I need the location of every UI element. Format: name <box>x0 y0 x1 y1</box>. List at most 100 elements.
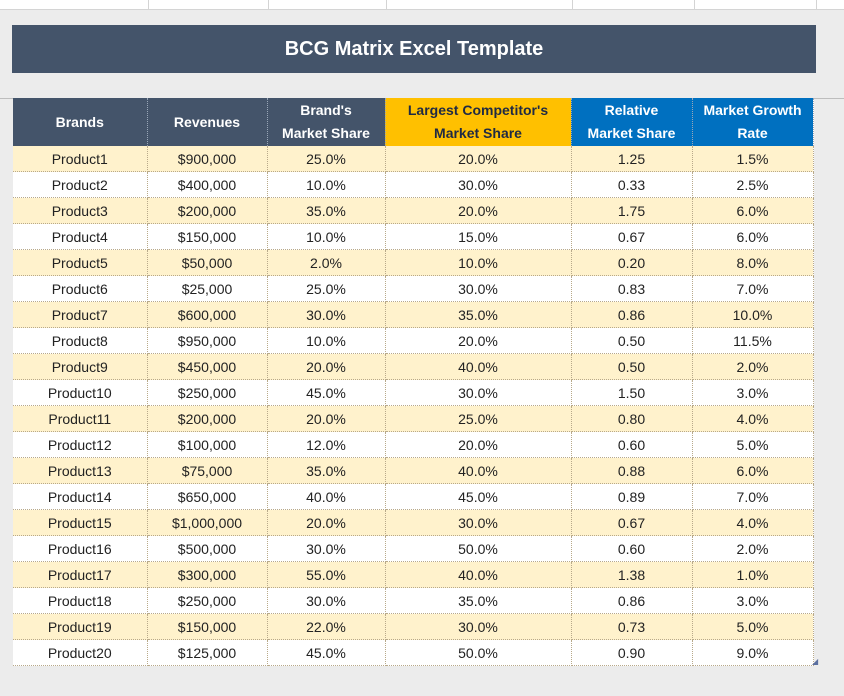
cell-revenue[interactable]: $650,000 <box>147 483 268 510</box>
cell-brand[interactable]: Product15 <box>13 509 148 536</box>
cell-revenue[interactable]: $100,000 <box>147 431 268 458</box>
cell-share[interactable]: 40.0% <box>267 483 386 510</box>
cell-relative[interactable]: 0.20 <box>571 249 693 276</box>
cell-growth[interactable]: 7.0% <box>692 275 814 302</box>
cell-share[interactable]: 25.0% <box>267 275 386 302</box>
cell-relative[interactable]: 0.86 <box>571 587 693 614</box>
cell-brand[interactable]: Product13 <box>13 457 148 484</box>
cell-relative[interactable]: 0.50 <box>571 353 693 380</box>
cell-revenue[interactable]: $500,000 <box>147 535 268 562</box>
cell-brand[interactable]: Product1 <box>13 146 148 172</box>
cell-revenue[interactable]: $400,000 <box>147 171 268 198</box>
cell-competitor[interactable]: 30.0% <box>385 509 572 536</box>
cell-competitor[interactable]: 20.0% <box>385 197 572 224</box>
header-relative-market-share[interactable]: Relative Market Share <box>571 98 693 146</box>
cell-share[interactable]: 2.0% <box>267 249 386 276</box>
cell-competitor[interactable]: 30.0% <box>385 613 572 640</box>
cell-relative[interactable]: 0.89 <box>571 483 693 510</box>
cell-revenue[interactable]: $25,000 <box>147 275 268 302</box>
cell-revenue[interactable]: $300,000 <box>147 561 268 588</box>
cell-growth[interactable]: 4.0% <box>692 509 814 536</box>
cell-competitor[interactable]: 15.0% <box>385 223 572 250</box>
cell-brand[interactable]: Product18 <box>13 587 148 614</box>
cell-relative[interactable]: 0.90 <box>571 639 693 666</box>
page-title[interactable]: BCG Matrix Excel Template <box>12 25 816 73</box>
cell-share[interactable]: 20.0% <box>267 405 386 432</box>
cell-revenue[interactable]: $950,000 <box>147 327 268 354</box>
cell-revenue[interactable]: $50,000 <box>147 249 268 276</box>
cell-relative[interactable]: 0.67 <box>571 223 693 250</box>
cell-relative[interactable]: 0.73 <box>571 613 693 640</box>
cell-relative[interactable]: 1.38 <box>571 561 693 588</box>
cell-revenue[interactable]: $600,000 <box>147 301 268 328</box>
cell-revenue[interactable]: $150,000 <box>147 613 268 640</box>
cell-brand[interactable]: Product7 <box>13 301 148 328</box>
cell-growth[interactable]: 2.5% <box>692 171 814 198</box>
cell-share[interactable]: 20.0% <box>267 353 386 380</box>
cell-brand[interactable]: Product3 <box>13 197 148 224</box>
cell-revenue[interactable]: $150,000 <box>147 223 268 250</box>
cell-growth[interactable]: 2.0% <box>692 353 814 380</box>
cell-revenue[interactable]: $200,000 <box>147 405 268 432</box>
cell-relative[interactable]: 0.88 <box>571 457 693 484</box>
cell-revenue[interactable]: $450,000 <box>147 353 268 380</box>
cell-relative[interactable]: 0.86 <box>571 301 693 328</box>
cell-share[interactable]: 22.0% <box>267 613 386 640</box>
header-competitor-market-share[interactable]: Largest Competitor's Market Share <box>385 98 572 146</box>
cell-relative[interactable]: 1.50 <box>571 379 693 406</box>
cell-relative[interactable]: 1.25 <box>571 146 693 172</box>
cell-share[interactable]: 20.0% <box>267 509 386 536</box>
cell-brand[interactable]: Product20 <box>13 639 148 666</box>
cell-competitor[interactable]: 20.0% <box>385 327 572 354</box>
cell-growth[interactable]: 9.0% <box>692 639 814 666</box>
cell-competitor[interactable]: 40.0% <box>385 561 572 588</box>
cell-revenue[interactable]: $250,000 <box>147 379 268 406</box>
cell-growth[interactable]: 6.0% <box>692 197 814 224</box>
cell-relative[interactable]: 0.60 <box>571 535 693 562</box>
cell-relative[interactable]: 0.60 <box>571 431 693 458</box>
cell-competitor[interactable]: 30.0% <box>385 379 572 406</box>
header-market-growth-rate[interactable]: Market Growth Rate <box>692 98 814 146</box>
cell-share[interactable]: 35.0% <box>267 457 386 484</box>
cell-revenue[interactable]: $125,000 <box>147 639 268 666</box>
cell-brand[interactable]: Product14 <box>13 483 148 510</box>
cell-brand[interactable]: Product16 <box>13 535 148 562</box>
cell-revenue[interactable]: $900,000 <box>147 146 268 172</box>
cell-growth[interactable]: 5.0% <box>692 431 814 458</box>
cell-brand[interactable]: Product11 <box>13 405 148 432</box>
cell-share[interactable]: 10.0% <box>267 223 386 250</box>
cell-brand[interactable]: Product12 <box>13 431 148 458</box>
cell-growth[interactable]: 1.0% <box>692 561 814 588</box>
cell-growth[interactable]: 3.0% <box>692 587 814 614</box>
cell-revenue[interactable]: $200,000 <box>147 197 268 224</box>
cell-competitor[interactable]: 35.0% <box>385 301 572 328</box>
cell-relative[interactable]: 0.33 <box>571 171 693 198</box>
cell-share[interactable]: 35.0% <box>267 197 386 224</box>
cell-brand[interactable]: Product17 <box>13 561 148 588</box>
cell-revenue[interactable]: $1,000,000 <box>147 509 268 536</box>
cell-growth[interactable]: 11.5% <box>692 327 814 354</box>
cell-brand[interactable]: Product2 <box>13 171 148 198</box>
cell-competitor[interactable]: 30.0% <box>385 275 572 302</box>
cell-brand[interactable]: Product9 <box>13 353 148 380</box>
cell-growth[interactable]: 1.5% <box>692 146 814 172</box>
cell-growth[interactable]: 7.0% <box>692 483 814 510</box>
cell-competitor[interactable]: 20.0% <box>385 146 572 172</box>
cell-competitor[interactable]: 50.0% <box>385 535 572 562</box>
cell-brand[interactable]: Product19 <box>13 613 148 640</box>
cell-competitor[interactable]: 30.0% <box>385 171 572 198</box>
cell-brand[interactable]: Product6 <box>13 275 148 302</box>
cell-brand[interactable]: Product10 <box>13 379 148 406</box>
cell-share[interactable]: 45.0% <box>267 639 386 666</box>
cell-revenue[interactable]: $250,000 <box>147 587 268 614</box>
cell-share[interactable]: 10.0% <box>267 171 386 198</box>
cell-growth[interactable]: 6.0% <box>692 457 814 484</box>
top-grid-row[interactable] <box>0 0 844 10</box>
cell-competitor[interactable]: 45.0% <box>385 483 572 510</box>
cell-growth[interactable]: 10.0% <box>692 301 814 328</box>
cell-share[interactable]: 30.0% <box>267 535 386 562</box>
header-brands[interactable]: Brands <box>13 98 148 146</box>
cell-competitor[interactable]: 35.0% <box>385 587 572 614</box>
cell-competitor[interactable]: 50.0% <box>385 639 572 666</box>
resize-handle-icon[interactable]: ◢ <box>812 657 819 666</box>
